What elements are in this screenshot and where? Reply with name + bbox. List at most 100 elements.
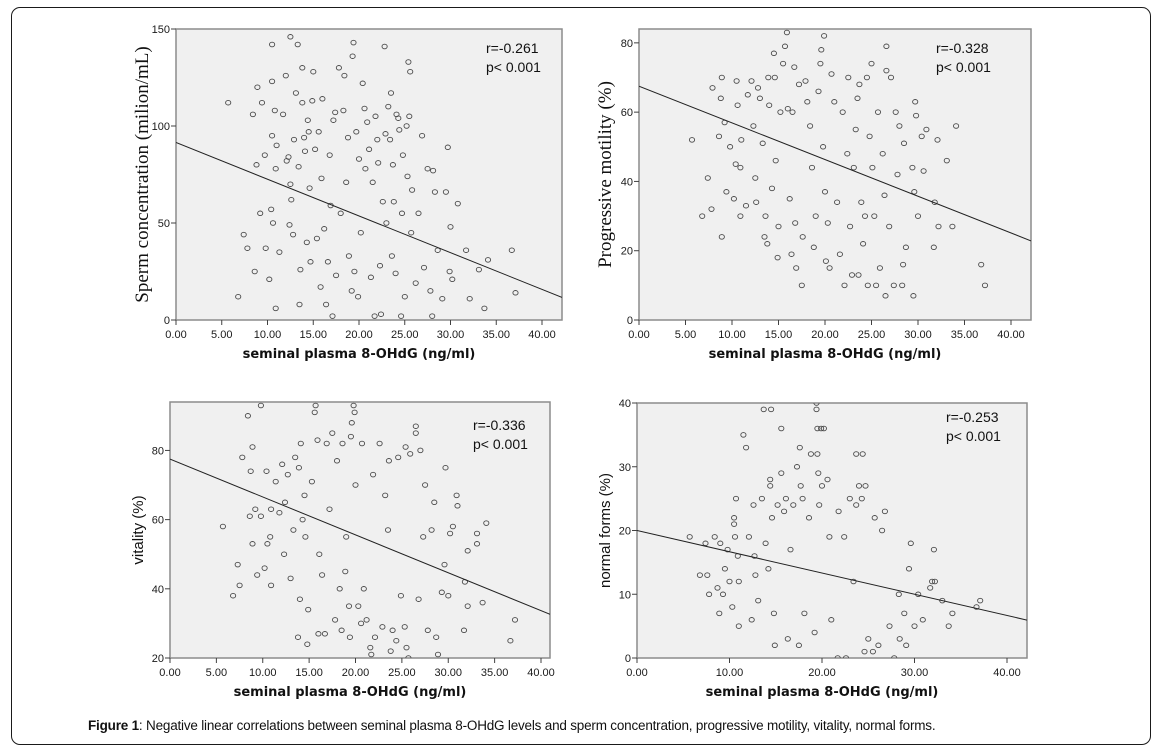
y-tick-label: 100 — [152, 121, 170, 133]
scatter-point — [744, 92, 751, 98]
correlation-r: r=-0.336 — [473, 417, 526, 433]
x-axis-label: seminal plasma 8-OHdG (ng/ml) — [243, 347, 476, 362]
scatter-point — [387, 648, 394, 654]
x-tick-label: 20.00 — [811, 329, 839, 341]
scatter-point — [301, 134, 308, 141]
scatter-point — [454, 503, 461, 509]
scatter-point — [981, 282, 989, 289]
scatter-point — [473, 541, 481, 547]
scatter-point — [865, 636, 872, 642]
scatter-point — [771, 74, 778, 81]
scatter-point — [321, 631, 328, 637]
scatter-point — [258, 99, 266, 106]
scatter-point — [257, 210, 264, 217]
scatter-point — [299, 516, 306, 523]
scatter-point — [257, 513, 264, 519]
scatter-point — [360, 586, 367, 592]
x-tick-label: 30.00 — [901, 667, 929, 679]
scatter-point — [782, 495, 789, 502]
scatter-point — [361, 105, 368, 112]
scatter-point — [268, 206, 275, 213]
correlation-r: r=-0.253 — [946, 409, 999, 425]
scatter-point — [731, 534, 739, 540]
scatter-point — [812, 213, 819, 219]
x-tick-label: 0.00 — [626, 667, 647, 679]
scatter-point — [856, 81, 863, 88]
scatter-point — [818, 47, 825, 53]
scatter-point — [799, 495, 806, 502]
scatter-point — [895, 591, 902, 598]
scatter-point — [935, 223, 942, 230]
scatter-point — [454, 200, 461, 207]
scatter-point — [309, 98, 316, 104]
scatter-point — [251, 268, 258, 275]
scatter-point — [816, 502, 823, 508]
plot-marks — [176, 34, 562, 319]
scatter-point — [861, 648, 868, 655]
scatter-point — [412, 430, 419, 436]
scatter-point — [850, 164, 857, 171]
x-tick-label: 35.00 — [951, 329, 979, 341]
scatter-point — [287, 34, 294, 40]
x-tick-label: 10.00 — [718, 329, 746, 341]
scatter-point — [745, 534, 752, 540]
scatter-point — [302, 534, 309, 540]
scatter-point — [427, 288, 434, 294]
y-tick-label: 150 — [152, 24, 170, 36]
scatter-point — [244, 413, 251, 419]
scatter-point — [376, 262, 384, 269]
scatter-point — [759, 140, 766, 147]
scatter-point — [750, 123, 757, 129]
scatter-point — [714, 585, 721, 591]
scatter-point — [385, 458, 392, 464]
x-tick-label: 40.00 — [528, 329, 556, 341]
scatter-point — [339, 440, 346, 447]
scatter-point — [316, 551, 323, 557]
scatter-point — [821, 189, 829, 195]
scatter-point — [294, 634, 302, 640]
scatter-point — [818, 425, 825, 432]
scatter-point — [235, 293, 242, 300]
scatter-point — [949, 610, 956, 617]
scatter-point — [853, 451, 860, 457]
scatter-point — [357, 229, 364, 236]
panel-concentration: 0.00 5.00 10.00 15.00 20.00 25.00 30.00 35.00 40… — [132, 24, 563, 362]
scatter-point — [385, 103, 392, 110]
scatter-point — [767, 483, 774, 489]
regression-line — [639, 85, 1031, 242]
scatter-point — [795, 642, 802, 649]
scatter-point — [297, 266, 304, 273]
scatter-point — [834, 199, 841, 205]
scatter-point — [445, 592, 452, 599]
scatter-point — [363, 617, 370, 623]
scatter-point — [338, 627, 345, 634]
scatter-point — [891, 655, 898, 658]
scatter-point — [346, 634, 353, 640]
scatter-point — [868, 60, 875, 67]
scatter-point — [272, 165, 279, 172]
scatter-point — [299, 65, 306, 71]
scatter-point — [460, 627, 468, 634]
scatter-point — [317, 284, 324, 290]
scatter-point — [771, 642, 778, 649]
scatter-point — [262, 245, 269, 251]
scatter-point — [249, 111, 256, 118]
scatter-point — [395, 115, 402, 121]
scatter-point — [858, 199, 865, 205]
scatter-point — [332, 109, 339, 116]
scatter-point — [723, 189, 730, 195]
scatter-point — [848, 272, 856, 278]
scatter-point — [818, 483, 826, 489]
scatter-point — [382, 492, 389, 499]
scatter-point — [793, 464, 801, 470]
scatter-point — [918, 133, 925, 140]
scatter-point — [408, 229, 415, 236]
scatter-point — [401, 624, 408, 630]
y-tick-label: 80 — [152, 445, 164, 457]
y-tick-label: 50 — [158, 218, 170, 230]
scatter-point — [284, 471, 291, 478]
scatter-point — [268, 506, 275, 512]
scatter-point — [446, 268, 453, 275]
scatter-point — [719, 591, 727, 598]
scatter-point — [711, 534, 718, 540]
